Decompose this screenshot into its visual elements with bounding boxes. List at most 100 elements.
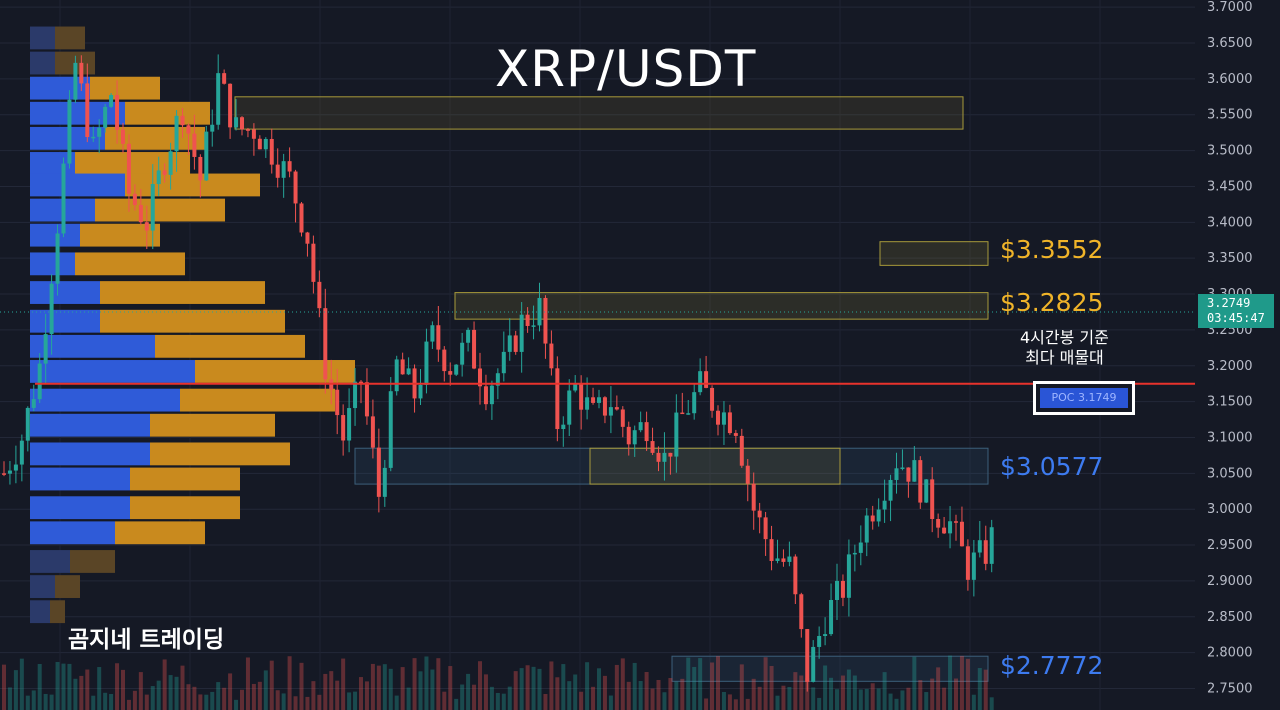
volume-bar — [305, 696, 310, 710]
candle-body — [829, 600, 834, 635]
volume-bar — [442, 691, 447, 710]
volume-bar — [61, 663, 66, 710]
volume-bar — [894, 698, 899, 710]
volume-bar — [400, 667, 405, 710]
candle-body — [472, 329, 477, 369]
candle-body — [561, 424, 566, 430]
volume-profile-bar-sell — [75, 152, 190, 175]
volume-bar — [418, 671, 423, 710]
candle-body — [805, 629, 810, 682]
volume-bar — [924, 692, 929, 710]
y-tick-label: 3.0500 — [1207, 466, 1253, 481]
candle-body — [55, 233, 60, 284]
volume-bar — [989, 697, 994, 710]
volume-bar — [739, 664, 744, 710]
candle-body — [269, 138, 274, 165]
volume-bar — [567, 681, 572, 710]
candle-body — [353, 381, 358, 409]
candle-body — [341, 415, 346, 441]
volume-bar — [906, 687, 911, 710]
brand-watermark: 곰지네 트레이딩 — [68, 627, 225, 653]
volume-bar — [156, 680, 161, 710]
volume-bar — [870, 683, 875, 710]
volume-bar — [168, 675, 173, 710]
volume-bar — [626, 681, 631, 710]
candle-body — [406, 368, 411, 375]
candle-body — [864, 515, 869, 543]
candle-body — [394, 359, 399, 392]
y-tick-label: 3.6000 — [1207, 72, 1253, 87]
volume-bar — [91, 695, 96, 710]
candle-body — [430, 325, 435, 342]
volume-bar — [269, 660, 274, 710]
volume-bar — [299, 662, 304, 710]
candle-body — [924, 479, 929, 503]
candle-body — [579, 383, 584, 410]
volume-bar — [555, 677, 560, 710]
supply-zone — [879, 241, 989, 266]
candle-body — [912, 460, 917, 482]
volume-bar — [341, 658, 346, 710]
candle-body — [454, 364, 459, 375]
volume-bar — [234, 699, 239, 710]
volume-bar — [823, 665, 828, 710]
volume-bar — [347, 692, 352, 710]
volume-bar — [138, 672, 143, 710]
volume-bar — [888, 693, 893, 710]
volume-bar — [2, 664, 6, 710]
candle-body — [519, 314, 524, 352]
candle-body — [150, 184, 155, 231]
volume-profile-bar-sell — [150, 442, 290, 466]
volume-bar — [478, 661, 482, 710]
volume-profile-bar-sell — [130, 496, 240, 520]
volume-bar — [591, 686, 596, 710]
candle-body — [668, 452, 673, 457]
candle-body — [186, 125, 191, 134]
volume-profile-bar-sell — [55, 26, 85, 50]
candle-body — [103, 106, 108, 128]
volume-bar — [602, 675, 607, 710]
volume-bar — [543, 693, 548, 710]
volume-bar — [317, 694, 322, 710]
volume-bar — [811, 687, 816, 710]
supply-zone — [234, 96, 964, 130]
volume-profile-bar-buy — [30, 26, 55, 50]
candle-body — [61, 163, 66, 234]
candle-body — [216, 73, 221, 125]
volume-bar — [710, 662, 715, 710]
volume-bar — [109, 693, 114, 710]
volume-bar — [192, 686, 197, 710]
volume-bar — [454, 698, 459, 710]
candle-body — [91, 136, 96, 139]
volume-bar — [698, 658, 703, 710]
candle-body — [418, 384, 423, 399]
volume-profile-bar-buy — [30, 600, 50, 624]
candle-body — [198, 156, 203, 181]
volume-profile-bar-buy — [30, 413, 150, 437]
candle-body — [525, 314, 530, 326]
volume-bar — [525, 665, 530, 710]
candle-body — [692, 392, 697, 414]
candle-body — [109, 95, 114, 107]
volume-bar — [406, 687, 411, 710]
volume-bar — [85, 669, 90, 710]
volume-bar — [513, 671, 518, 710]
volume-bar — [983, 669, 988, 710]
volume-profile-bar-sell — [195, 360, 355, 383]
candle-body — [757, 510, 762, 518]
volume-bar — [840, 675, 845, 710]
volume-bar — [745, 698, 750, 710]
volume-profile-bar-sell — [55, 575, 80, 598]
candle-body — [811, 646, 816, 682]
volume-profile-bar-buy — [30, 334, 155, 358]
y-tick-label: 3.0000 — [1207, 502, 1253, 517]
volume-bar — [650, 688, 655, 710]
candle-body — [888, 479, 893, 501]
candle-body — [263, 138, 268, 150]
volume-bar — [501, 693, 506, 710]
volume-bar — [727, 694, 732, 710]
volume-bar — [495, 692, 500, 710]
candle-body — [257, 138, 262, 150]
volume-bar — [37, 664, 42, 710]
